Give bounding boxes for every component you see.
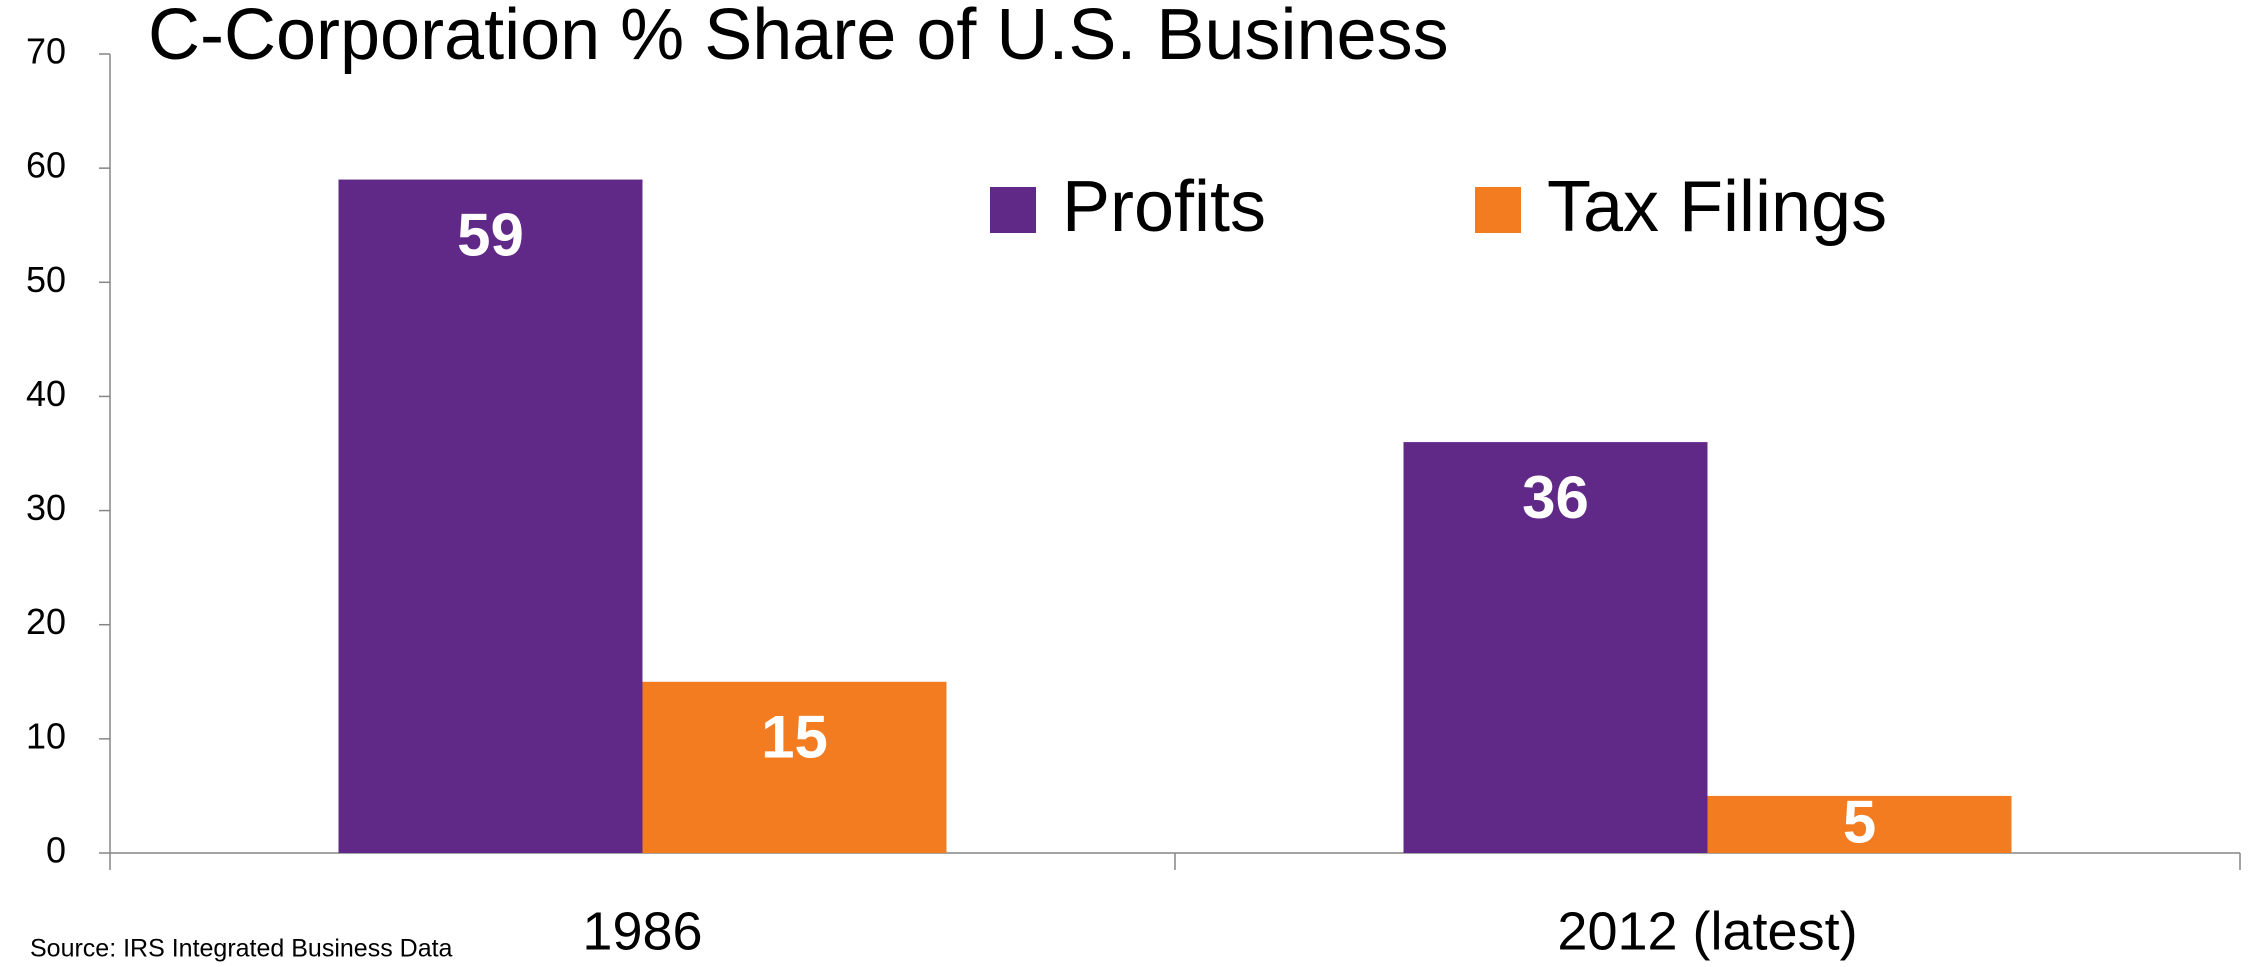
data-label: 36 [1522,464,1589,531]
y-tick-label: 70 [26,31,66,72]
legend-swatch [1475,187,1521,233]
y-tick-label: 50 [26,259,66,300]
legend-label: Tax Filings [1547,167,1887,247]
chart-title: C-Corporation % Share of U.S. Business [148,0,1449,75]
bar [1403,442,1708,853]
bar [1707,795,2012,853]
source-note: Source: IRS Integrated Business Data [30,935,453,963]
y-tick-label: 60 [26,145,66,186]
legend-label: Profits [1062,167,1266,247]
legend-swatch [990,187,1036,233]
y-tick-label: 20 [26,601,66,642]
data-label: 15 [761,704,828,771]
data-label: 5 [1843,788,1876,855]
x-tick-label: 1986 [582,901,702,961]
y-tick-label: 10 [26,715,66,756]
bar [642,681,947,853]
y-tick-label: 40 [26,373,66,414]
y-tick-label: 30 [26,487,66,528]
data-label: 59 [457,201,524,268]
y-tick-label: 0 [46,830,66,871]
bar [338,179,643,854]
x-tick-label: 2012 (latest) [1557,901,1857,961]
